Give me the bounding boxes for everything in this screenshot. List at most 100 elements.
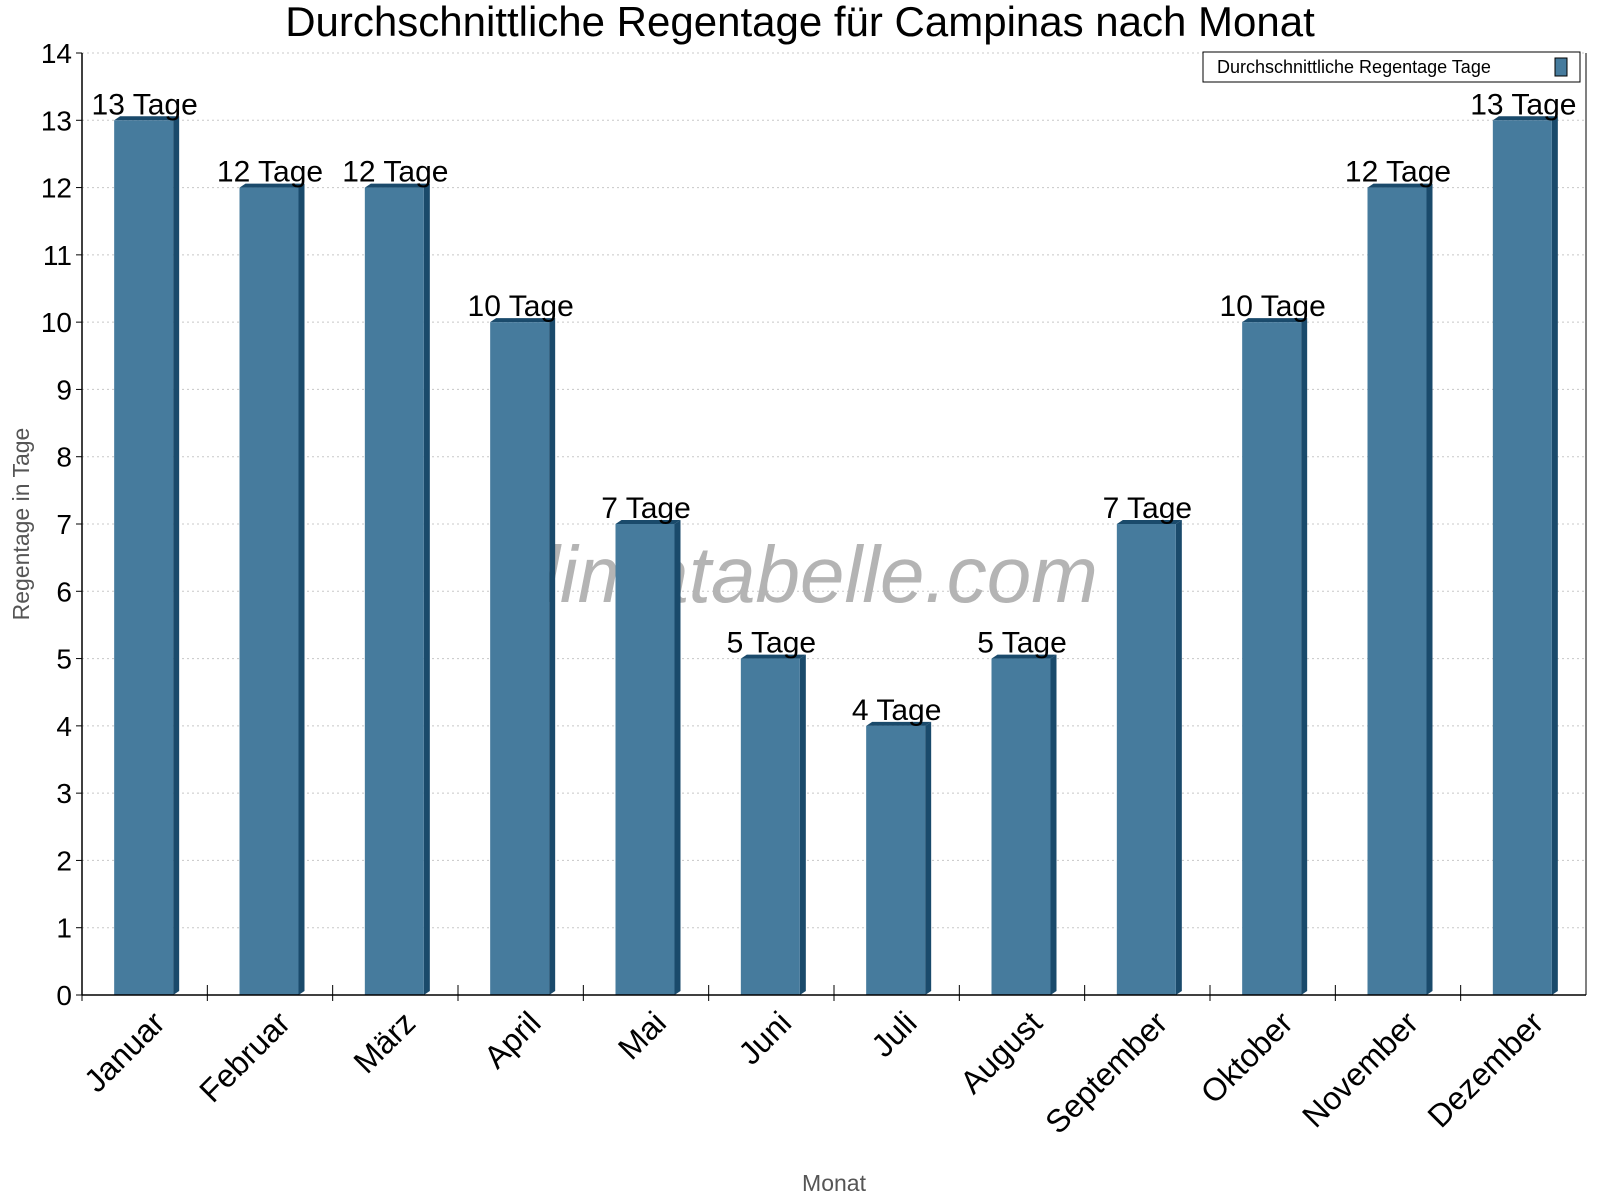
bar xyxy=(364,187,424,996)
x-tick-label: April xyxy=(477,1004,548,1075)
legend-box xyxy=(1202,51,1581,83)
bar xyxy=(866,725,926,995)
x-tick-label: Januar xyxy=(77,1004,172,1099)
bar-top xyxy=(364,183,430,188)
bar-top xyxy=(866,721,932,726)
bar-dezember: 13 Tage xyxy=(1470,88,1576,996)
y-tick-label: 11 xyxy=(43,240,72,271)
y-tick-label: 5 xyxy=(56,644,72,675)
bar-januar: 13 Tage xyxy=(92,88,198,996)
bars: 13 Tage 12 Tage 12 Tage 10 Tage 7 Tage 5 Tage… xyxy=(92,88,1576,996)
bar-august: 5 Tage xyxy=(977,627,1067,995)
bar-side xyxy=(549,318,556,996)
bar-top xyxy=(1116,520,1182,524)
bar-oktober: 10 Tage xyxy=(1220,290,1326,996)
x-tick-label: Dezember xyxy=(1420,1004,1550,1134)
legend: Durchschnittliche Regentage Tage xyxy=(1202,51,1581,83)
data-label: 5 Tage xyxy=(727,627,817,660)
x-tick-label: Mai xyxy=(611,1004,673,1066)
y-tick-label: 1 xyxy=(56,913,72,944)
bar-side xyxy=(925,721,932,995)
data-label: 12 Tage xyxy=(217,156,323,189)
bar-top xyxy=(991,654,1057,659)
bar-side xyxy=(799,654,806,995)
data-label: 10 Tage xyxy=(468,290,574,323)
data-label: 13 Tage xyxy=(92,88,198,121)
data-label: 12 Tage xyxy=(1345,156,1451,189)
data-label: 13 Tage xyxy=(1470,88,1576,121)
y-tick-label: 13 xyxy=(41,105,72,136)
bar-top xyxy=(114,116,180,121)
bar-märz: 12 Tage xyxy=(342,156,448,996)
y-tick-label: 10 xyxy=(41,307,72,338)
legend-label: Durchschnittliche Regentage Tage xyxy=(1217,57,1491,77)
bar-mai: 7 Tage xyxy=(601,492,691,995)
x-tick-label: September xyxy=(1038,1004,1174,1140)
bar-side xyxy=(1050,654,1057,995)
bar-side xyxy=(1301,318,1308,996)
bar-side xyxy=(1175,520,1182,995)
x-tick-label: Juli xyxy=(864,1004,923,1063)
legend-swatch xyxy=(1554,57,1568,77)
bar-november: 12 Tage xyxy=(1345,156,1451,996)
bar xyxy=(1367,187,1427,996)
bar xyxy=(114,120,174,996)
x-tick-label: November xyxy=(1295,1004,1425,1134)
x-tick-label: März xyxy=(347,1004,423,1080)
bar-side xyxy=(674,520,681,995)
bar-top xyxy=(490,318,556,323)
bar xyxy=(991,658,1051,995)
x-tick-label: Oktober xyxy=(1194,1004,1300,1110)
bar-juni: 5 Tage xyxy=(727,627,817,995)
bar xyxy=(1492,120,1552,996)
bar xyxy=(1116,524,1176,995)
bar-top xyxy=(740,654,806,659)
bar xyxy=(1242,322,1302,996)
y-tick-label: 2 xyxy=(56,845,72,876)
x-tick-label: August xyxy=(953,1004,1049,1100)
x-axis-ticks: Januar Februar März April Mai Juni Juli AugustS… xyxy=(77,985,1551,1141)
bar-top xyxy=(1367,183,1433,188)
grid-lines xyxy=(82,52,1586,929)
y-tick-label: 14 xyxy=(41,38,72,69)
data-label: 5 Tage xyxy=(977,627,1067,660)
y-tick-label: 3 xyxy=(56,778,72,809)
bar-side xyxy=(1551,116,1558,996)
bar-juli: 4 Tage xyxy=(852,694,942,995)
data-label: 7 Tage xyxy=(1103,492,1193,525)
bar-februar: 12 Tage xyxy=(217,156,323,996)
data-label: 7 Tage xyxy=(601,492,691,525)
data-label: 4 Tage xyxy=(852,694,942,727)
y-axis-title: Regentage in Tage xyxy=(8,428,34,621)
data-label: 10 Tage xyxy=(1220,290,1326,323)
bar xyxy=(239,187,299,996)
bar-side xyxy=(173,116,180,996)
bar-top xyxy=(239,183,305,188)
bar-top xyxy=(615,520,681,524)
bar-side xyxy=(298,183,305,996)
watermark: klimatabelle.com xyxy=(502,530,1098,619)
bar xyxy=(740,658,800,995)
y-tick-label: 7 xyxy=(56,509,72,540)
bar-side xyxy=(423,183,430,996)
x-axis-title: Monat xyxy=(802,1170,867,1196)
bar xyxy=(615,524,675,995)
bar xyxy=(490,322,550,996)
bar-top xyxy=(1242,318,1308,323)
bar-side xyxy=(1426,183,1433,996)
bar-september: 7 Tage xyxy=(1103,492,1193,995)
bar-april: 10 Tage xyxy=(468,290,574,996)
y-tick-label: 0 xyxy=(56,980,72,1011)
chart-title: Durchschnittliche Regentage für Campinas… xyxy=(285,0,1315,45)
y-tick-label: 6 xyxy=(56,576,72,607)
y-tick-label: 9 xyxy=(56,374,72,405)
bar-top xyxy=(1492,116,1558,121)
y-tick-label: 12 xyxy=(41,173,72,204)
y-tick-label: 8 xyxy=(56,442,72,473)
x-tick-label: Februar xyxy=(192,1004,297,1109)
data-label: 12 Tage xyxy=(342,156,448,189)
y-tick-label: 4 xyxy=(56,711,72,742)
x-tick-label: Juni xyxy=(731,1004,798,1071)
